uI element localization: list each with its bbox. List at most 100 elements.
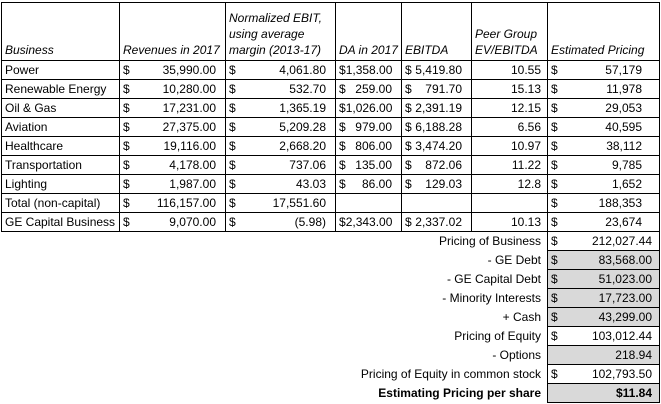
dollar-sign: $ bbox=[339, 82, 346, 96]
cell-value: 2,337.02 bbox=[415, 215, 462, 229]
summary-label-pricing-of-equity: Pricing of Equity bbox=[1, 326, 548, 346]
summary-value-ge-capital-debt[interactable]: $51,023.00 bbox=[547, 269, 660, 289]
cell-da[interactable]: $1,026.00 bbox=[335, 98, 402, 118]
cell-business[interactable]: Oil & Gas bbox=[1, 98, 120, 118]
cell-revenues[interactable]: $17,231.00 bbox=[119, 98, 226, 118]
cell-estimated-pricing[interactable]: $29,053 bbox=[547, 98, 660, 118]
dollar-sign: $ bbox=[123, 139, 130, 153]
summary-row: - Options 218.94 bbox=[1, 345, 660, 365]
cell-ebitda[interactable]: $6,188.28 bbox=[401, 117, 472, 137]
cell-ebitda[interactable]: $5,419.80 bbox=[401, 60, 472, 80]
cell-estimated-pricing[interactable]: $9,785 bbox=[547, 155, 660, 175]
cell-business[interactable]: GE Capital Business bbox=[1, 212, 120, 232]
col-header-revenues[interactable]: Revenues in 2017 bbox=[119, 2, 226, 61]
cell-business[interactable]: Healthcare bbox=[1, 136, 120, 156]
summary-value-pricing-of-equity[interactable]: $103,012.44 bbox=[547, 326, 660, 346]
cell-ebit[interactable]: $5,209.28 bbox=[225, 117, 336, 137]
cell-revenues[interactable]: $9,070.00 bbox=[119, 212, 226, 232]
cell-ebit[interactable]: $737.06 bbox=[225, 155, 336, 175]
summary-label-cash: + Cash bbox=[1, 307, 548, 327]
summary-value-cash[interactable]: $43,299.00 bbox=[547, 307, 660, 327]
dollar-sign: $ bbox=[551, 272, 558, 286]
summary-row: + Cash $43,299.00 bbox=[1, 307, 660, 327]
cell-business[interactable]: Total (non-capital) bbox=[1, 193, 120, 213]
cell-peer-multiple[interactable]: 11.22 bbox=[471, 155, 548, 175]
cell-ebitda[interactable] bbox=[401, 193, 472, 213]
cell-business[interactable]: Power bbox=[1, 60, 120, 80]
cell-estimated-pricing[interactable]: $40,595 bbox=[547, 117, 660, 137]
cell-value: 532.70 bbox=[289, 82, 326, 96]
cell-revenues[interactable]: $116,157.00 bbox=[119, 193, 226, 213]
cell-peer-multiple[interactable]: 10.13 bbox=[471, 212, 548, 232]
cell-peer-multiple[interactable]: 15.13 bbox=[471, 79, 548, 99]
cell-peer-multiple[interactable]: 6.56 bbox=[471, 117, 548, 137]
dollar-sign: $ bbox=[123, 63, 130, 77]
cell-revenues[interactable]: $4,178.00 bbox=[119, 155, 226, 175]
summary-value-options[interactable]: 218.94 bbox=[547, 345, 660, 365]
cell-da[interactable]: $135.00 bbox=[335, 155, 402, 175]
cell-business[interactable]: Aviation bbox=[1, 117, 120, 137]
cell-da[interactable]: $979.00 bbox=[335, 117, 402, 137]
col-header-peer-group[interactable]: Peer Group EV/EBITDA bbox=[471, 2, 548, 61]
col-header-ebitda[interactable]: EBITDA bbox=[401, 2, 472, 61]
dollar-sign: $ bbox=[229, 215, 236, 229]
cell-estimated-pricing[interactable]: $1,652 bbox=[547, 174, 660, 194]
cell-ebitda[interactable]: $2,391.19 bbox=[401, 98, 472, 118]
summary-value-pricing-per-share[interactable]: $11.84 bbox=[547, 383, 660, 403]
cell-ebit[interactable]: $17,551.60 bbox=[225, 193, 336, 213]
cell-ebit[interactable]: $43.03 bbox=[225, 174, 336, 194]
cell-revenues[interactable]: $27,375.00 bbox=[119, 117, 226, 137]
cell-value: 27,375.00 bbox=[162, 120, 216, 134]
cell-da[interactable]: $806.00 bbox=[335, 136, 402, 156]
dollar-sign: $ bbox=[551, 82, 558, 96]
cell-ebitda[interactable]: $3,474.20 bbox=[401, 136, 472, 156]
cell-peer-multiple[interactable]: 10.55 bbox=[471, 60, 548, 80]
cell-ebitda[interactable]: $872.06 bbox=[401, 155, 472, 175]
cell-estimated-pricing[interactable]: $57,179 bbox=[547, 60, 660, 80]
col-header-da[interactable]: DA in 2017 bbox=[335, 2, 402, 61]
cell-peer-multiple[interactable] bbox=[471, 193, 548, 213]
cell-value: 1,358.00 bbox=[345, 63, 393, 77]
cell-ebitda[interactable]: $2,337.02 bbox=[401, 212, 472, 232]
cell-revenues[interactable]: $35,990.00 bbox=[119, 60, 226, 80]
cell-revenues[interactable]: $19,116.00 bbox=[119, 136, 226, 156]
cell-estimated-pricing[interactable]: $11,978 bbox=[547, 79, 660, 99]
cell-value: 1,987.00 bbox=[169, 177, 216, 191]
cell-peer-multiple[interactable]: 10.97 bbox=[471, 136, 548, 156]
cell-peer-multiple[interactable]: 12.15 bbox=[471, 98, 548, 118]
summary-value-minority-interests[interactable]: $17,723.00 bbox=[547, 288, 660, 308]
cell-business[interactable]: Transportation bbox=[1, 155, 120, 175]
cell-da[interactable]: $1,358.00 bbox=[335, 60, 402, 80]
dollar-sign: $ bbox=[551, 253, 558, 267]
summary-label-equity-common-stock: Pricing of Equity in common stock bbox=[1, 364, 548, 384]
cell-estimated-pricing[interactable]: $38,112 bbox=[547, 136, 660, 156]
cell-estimated-pricing[interactable]: $23,674 bbox=[547, 212, 660, 232]
summary-value-ge-debt[interactable]: $83,568.00 bbox=[547, 250, 660, 270]
cell-da[interactable] bbox=[335, 193, 402, 213]
cell-revenues[interactable]: $10,280.00 bbox=[119, 79, 226, 99]
cell-ebit[interactable]: $4,061.80 bbox=[225, 60, 336, 80]
col-header-normalized-ebit[interactable]: Normalized EBIT, using average margin (2… bbox=[225, 2, 336, 61]
cell-ebitda[interactable]: $129.03 bbox=[401, 174, 472, 194]
cell-ebitda[interactable]: $791.70 bbox=[401, 79, 472, 99]
cell-ebit[interactable]: $532.70 bbox=[225, 79, 336, 99]
cell-value: 43.03 bbox=[295, 177, 326, 191]
cell-da[interactable]: $86.00 bbox=[335, 174, 402, 194]
cell-ebit[interactable]: $2,668.20 bbox=[225, 136, 336, 156]
cell-value: 43,299.00 bbox=[598, 310, 652, 324]
cell-value: 737.06 bbox=[289, 158, 326, 172]
summary-value-pricing-of-business[interactable]: $212,027.44 bbox=[547, 231, 660, 251]
cell-business[interactable]: Lighting bbox=[1, 174, 120, 194]
cell-da[interactable]: $2,343.00 bbox=[335, 212, 402, 232]
cell-peer-multiple[interactable]: 12.8 bbox=[471, 174, 548, 194]
dollar-sign: $ bbox=[123, 158, 130, 172]
cell-ebit[interactable]: $ (5.98) bbox=[225, 212, 336, 232]
summary-value-equity-common-stock[interactable]: $102,793.50 bbox=[547, 364, 660, 384]
col-header-estimated-pricing[interactable]: Estimated Pricing bbox=[547, 2, 660, 61]
cell-estimated-pricing[interactable]: $188,353 bbox=[547, 193, 660, 213]
col-header-business[interactable]: Business bbox=[1, 2, 120, 61]
cell-ebit[interactable]: $1,365.19 bbox=[225, 98, 336, 118]
cell-business[interactable]: Renewable Energy bbox=[1, 79, 120, 99]
cell-revenues[interactable]: $1,987.00 bbox=[119, 174, 226, 194]
cell-da[interactable]: $259.00 bbox=[335, 79, 402, 99]
